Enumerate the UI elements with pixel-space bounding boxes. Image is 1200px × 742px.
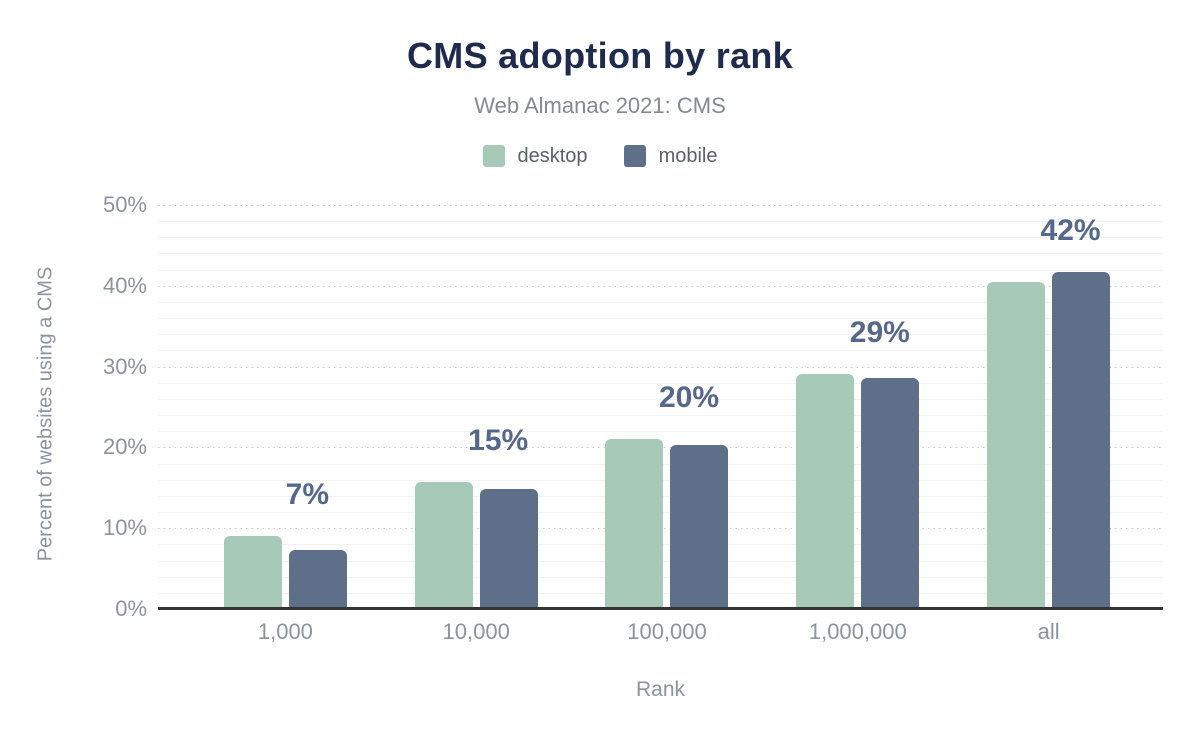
bar-desktop-100-000[interactable] [605,438,664,609]
minor-gridline [158,350,1163,352]
bar-desktop-1-000[interactable] [223,536,282,609]
legend: desktop mobile [0,144,1200,168]
minor-gridline [158,237,1163,239]
major-gridline [158,366,1163,368]
bar-pair [953,272,1144,609]
x-axis-tick-labels: 1,000 10,000 100,000 1,000,000 all [190,619,1144,645]
bar-group-1-000: 7% [190,205,381,609]
data-label: 7% [285,478,330,512]
bar-mobile-all[interactable] [1052,272,1111,609]
minor-gridline [158,253,1163,255]
x-axis-line [158,607,1163,610]
bar-desktop-10-000[interactable] [414,482,473,609]
chart-title: CMS adoption by rank [406,35,794,76]
minor-gridline [158,382,1163,384]
bar-mobile-10-000[interactable] [479,488,538,609]
data-label: 29% [849,315,910,349]
minor-gridline [158,221,1163,223]
minor-gridline [158,431,1163,433]
major-gridline [158,285,1163,287]
data-label: 42% [1040,214,1101,248]
bar-group-1-000-000: 29% [762,205,953,609]
minor-gridline [158,334,1163,336]
major-gridline [158,205,1163,206]
legend-swatch-desktop [482,145,505,167]
legend-label: desktop [517,144,588,167]
bar-pair [762,373,953,609]
x-tick-label: 1,000,000 [808,619,907,644]
legend-item-mobile[interactable]: mobile [623,144,718,168]
bar-mobile-1-000-000[interactable] [861,377,920,609]
y-tick-label: 40% [102,272,147,298]
minor-gridline [158,415,1163,417]
bar-mobile-1-000[interactable] [288,550,347,609]
legend-swatch-mobile [623,145,646,167]
bar-pair [572,438,763,609]
x-tick-label: 100,000 [627,619,707,644]
minor-gridline [158,269,1163,271]
bar-group-10-000: 15% [381,205,572,609]
y-tick-label: 10% [102,515,147,541]
bar-desktop-all[interactable] [987,281,1046,609]
bar-pair [381,482,572,609]
y-axis-title: Percent of websites using a CMS [34,266,57,562]
x-tick-label: 10,000 [442,619,510,644]
y-tick-label: 20% [102,434,147,460]
bar-groups: 7% 15% 20% 29% 42% [190,205,1144,609]
bar-mobile-100-000[interactable] [670,445,729,609]
y-tick-label: 0% [115,596,147,621]
y-tick-label: 30% [102,353,147,379]
bar-desktop-1-000-000[interactable] [796,373,855,609]
legend-item-desktop[interactable]: desktop [482,144,588,168]
minor-gridline [158,301,1163,303]
minor-gridline [158,398,1163,400]
plot-area: 7% 15% 20% 29% 42% [158,205,1163,610]
y-tick-label: 50% [102,192,147,217]
legend-label: mobile [658,144,718,167]
data-label: 15% [468,424,529,458]
x-tick-label: 1,000 [257,619,313,644]
data-label: 20% [658,380,720,414]
bar-pair [190,536,381,609]
x-axis-title: Rank [635,678,686,701]
minor-gridline [158,318,1163,320]
x-tick-label: all [1037,619,1060,644]
chart-subtitle: Web Almanac 2021: CMS [474,93,726,118]
bar-group-all: 42% [953,205,1144,609]
bar-group-100-000: 20% [572,205,763,609]
